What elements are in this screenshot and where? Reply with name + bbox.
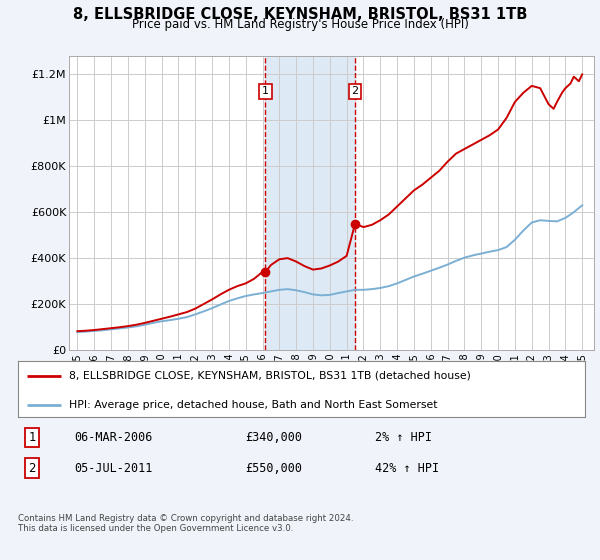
- Text: 2% ↑ HPI: 2% ↑ HPI: [375, 431, 432, 444]
- Text: HPI: Average price, detached house, Bath and North East Somerset: HPI: Average price, detached house, Bath…: [69, 400, 437, 410]
- Text: 8, ELLSBRIDGE CLOSE, KEYNSHAM, BRISTOL, BS31 1TB (detached house): 8, ELLSBRIDGE CLOSE, KEYNSHAM, BRISTOL, …: [69, 371, 471, 381]
- Text: £550,000: £550,000: [245, 461, 302, 475]
- Text: 06-MAR-2006: 06-MAR-2006: [75, 431, 153, 444]
- Bar: [265, 56, 355, 350]
- Text: 1: 1: [262, 86, 269, 96]
- Text: 42% ↑ HPI: 42% ↑ HPI: [375, 461, 439, 475]
- Text: 2: 2: [28, 461, 36, 475]
- Text: Price paid vs. HM Land Registry's House Price Index (HPI): Price paid vs. HM Land Registry's House …: [131, 18, 469, 31]
- Text: 05-JUL-2011: 05-JUL-2011: [75, 461, 153, 475]
- Text: 2: 2: [352, 86, 359, 96]
- Text: 1: 1: [28, 431, 36, 444]
- Text: 8, ELLSBRIDGE CLOSE, KEYNSHAM, BRISTOL, BS31 1TB: 8, ELLSBRIDGE CLOSE, KEYNSHAM, BRISTOL, …: [73, 7, 527, 22]
- Text: £340,000: £340,000: [245, 431, 302, 444]
- Text: Contains HM Land Registry data © Crown copyright and database right 2024.
This d: Contains HM Land Registry data © Crown c…: [18, 514, 353, 534]
